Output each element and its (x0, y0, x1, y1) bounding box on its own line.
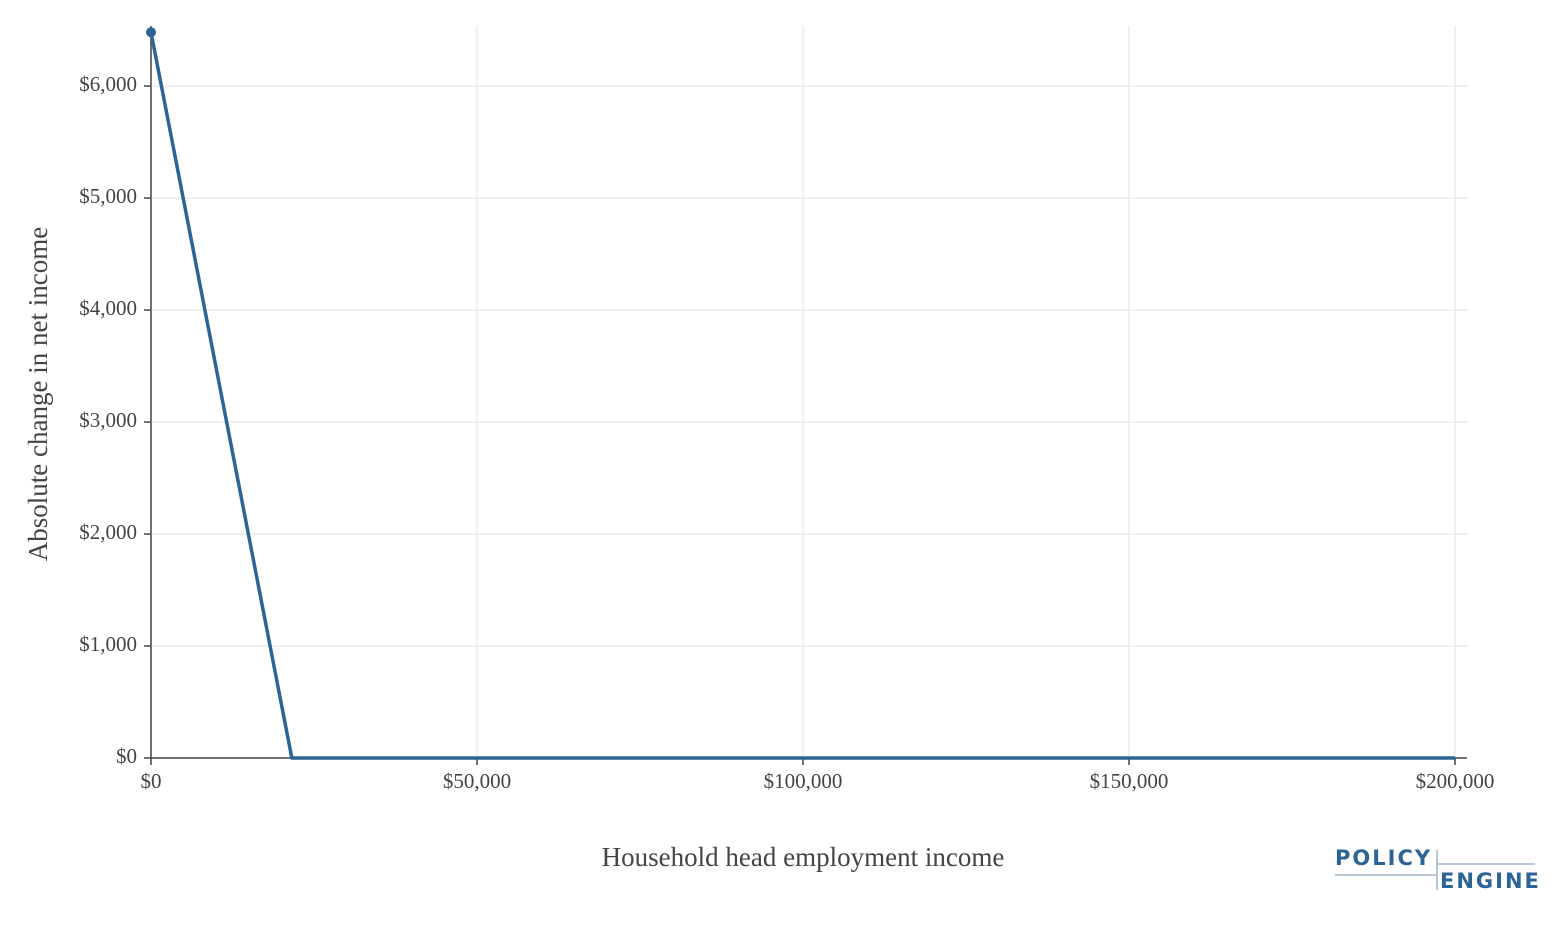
y-tick-label: $5,000 (79, 184, 137, 208)
y-axis-title: Absolute change in net income (23, 227, 53, 561)
x-tick-label: $150,000 (1090, 769, 1169, 793)
data-line (149, 31, 1456, 760)
y-tick-label: $1,000 (79, 632, 137, 656)
y-tick-label: $3,000 (79, 408, 137, 432)
y-tick-label: $6,000 (79, 72, 137, 96)
data-point (146, 27, 156, 38)
x-tick-label: $50,000 (443, 769, 511, 793)
y-tick-label: $2,000 (79, 520, 137, 544)
y-tick-label: $0 (116, 744, 137, 768)
x-axis-title: Household head employment income (602, 842, 1005, 872)
x-tick-label: $200,000 (1416, 769, 1495, 793)
y-tick-label: $4,000 (79, 296, 137, 320)
x-tick-label: $100,000 (764, 769, 843, 793)
x-tick-label: $0 (141, 769, 162, 793)
logo-text: ENGINE (1440, 869, 1541, 893)
logo: POLICY ENGINE (1335, 846, 1541, 893)
logo-text: POLICY (1335, 846, 1432, 870)
